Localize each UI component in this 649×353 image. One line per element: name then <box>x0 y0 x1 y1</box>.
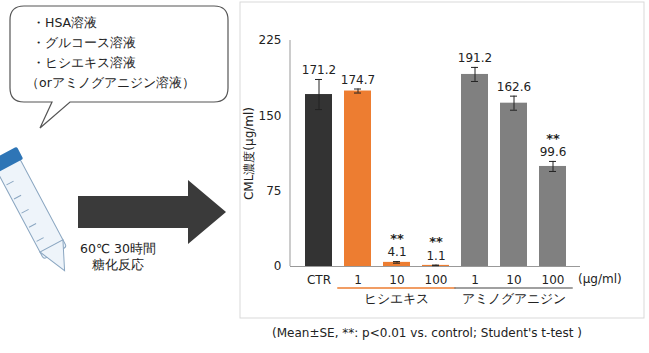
svg-text:ヒシエキス: ヒシエキス <box>364 291 429 306</box>
svg-text:0: 0 <box>274 259 282 273</box>
svg-text:・HSA溶液: ・HSA溶液 <box>32 15 97 30</box>
svg-text:・ヒシエキス溶液: ・ヒシエキス溶液 <box>32 55 136 70</box>
svg-text:99.6: 99.6 <box>540 145 567 159</box>
svg-text:**: ** <box>390 231 404 246</box>
svg-text:アミノグアニジン: アミノグアニジン <box>462 291 566 306</box>
svg-text:150: 150 <box>259 109 282 123</box>
svg-text:（orアミノグアニジン溶液）: （orアミノグアニジン溶液） <box>26 75 195 90</box>
svg-text:171.2: 171.2 <box>302 63 336 77</box>
html-text:(Mean±SE, **: p<0.01 vs. contr: (Mean±SE, **: p<0.01 vs. control; Studen… <box>272 326 582 340</box>
svg-text:225: 225 <box>259 33 282 47</box>
svg-text:(μg/ml): (μg/ml) <box>578 272 622 286</box>
svg-text:10: 10 <box>389 273 404 287</box>
svg-text:1.1: 1.1 <box>426 249 445 263</box>
svg-text:**: ** <box>429 234 443 249</box>
svg-text:100: 100 <box>542 273 565 287</box>
svg-text:CTR: CTR <box>307 273 331 287</box>
svg-text:60℃ 30時間: 60℃ 30時間 <box>80 241 156 256</box>
svg-text:CML濃度(μg/ml): CML濃度(μg/ml) <box>242 107 256 200</box>
svg-text:75: 75 <box>266 184 281 198</box>
svg-text:・グルコース溶液: ・グルコース溶液 <box>32 35 136 50</box>
svg-text:100: 100 <box>425 273 448 287</box>
svg-text:10: 10 <box>506 273 521 287</box>
svg-text:糖化反応: 糖化反応 <box>92 257 144 272</box>
svg-text:1: 1 <box>354 273 362 287</box>
svg-text:191.2: 191.2 <box>458 51 492 65</box>
svg-text:**: ** <box>546 131 560 146</box>
svg-text:162.6: 162.6 <box>497 80 531 94</box>
svg-text:174.7: 174.7 <box>341 73 375 87</box>
svg-text:4.1: 4.1 <box>387 245 406 259</box>
svg-text:1: 1 <box>471 273 479 287</box>
